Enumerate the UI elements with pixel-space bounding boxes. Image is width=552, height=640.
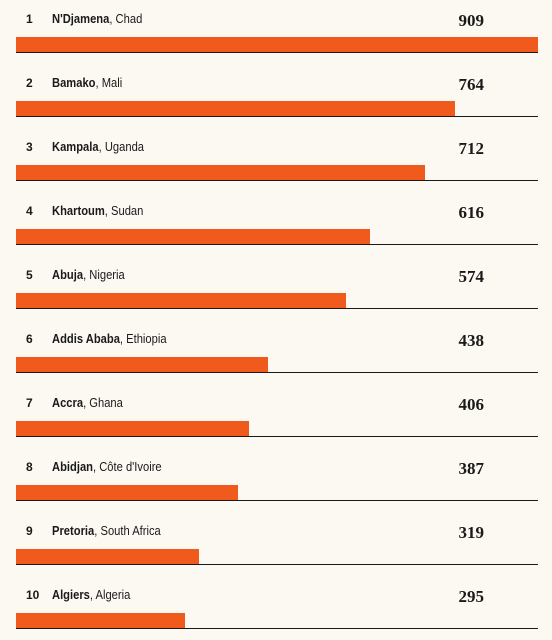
data-label: 387 (458, 459, 485, 478)
chart-row: 5 Abuja, Nigeria 574 (0, 256, 552, 320)
row-baseline (16, 500, 538, 501)
data-label: 764 (458, 75, 485, 94)
bar (16, 229, 370, 245)
bar (16, 485, 238, 501)
category-label: Khartoum, Sudan (52, 203, 144, 218)
category-label: Bamako, Mali (52, 75, 123, 90)
city-name: Khartoum (52, 203, 105, 218)
rank-label: 7 (26, 396, 33, 410)
country-name: South Africa (100, 523, 161, 538)
chart-row: 7 Accra, Ghana 406 (0, 384, 552, 448)
country-name: Uganda (104, 139, 145, 154)
category-label: Algiers, Algeria (52, 587, 131, 602)
city-name: Abuja (52, 267, 84, 282)
rank-label: 1 (26, 12, 33, 26)
rank-label: 3 (26, 140, 33, 154)
bar (16, 101, 455, 117)
country-name: Chad (115, 11, 143, 26)
category-label: Pretoria, South Africa (52, 523, 161, 538)
data-label: 438 (458, 331, 485, 350)
city-name: Accra (52, 395, 84, 410)
country-name: Sudan (111, 203, 144, 218)
bar (16, 613, 185, 629)
country-name: Ghana (89, 395, 123, 410)
rank-label: 6 (26, 332, 33, 346)
chart-row: 4 Khartoum, Sudan 616 (0, 192, 552, 256)
bar (16, 421, 249, 437)
bar (16, 357, 268, 373)
city-name: Bamako (52, 75, 96, 90)
data-label: 574 (458, 267, 485, 286)
country-name: Algeria (95, 587, 131, 602)
country-name: Nigeria (89, 267, 125, 282)
country-name: Mali (101, 75, 123, 90)
chart-row: 8 Abidjan, Côte d'Ivoire 387 (0, 448, 552, 512)
data-label: 295 (458, 587, 485, 606)
row-baseline (16, 372, 538, 373)
category-label: Abuja, Nigeria (52, 267, 125, 282)
chart-row: 2 Bamako, Mali 764 (0, 64, 552, 128)
data-label: 712 (458, 139, 485, 158)
chart-row: 6 Addis Ababa, Ethiopia 438 (0, 320, 552, 384)
row-baseline (16, 116, 538, 117)
rank-label: 8 (26, 460, 33, 474)
city-name: Algiers (52, 587, 90, 602)
city-name: Kampala (52, 139, 99, 154)
category-label: Kampala, Uganda (52, 139, 145, 154)
category-label: Accra, Ghana (52, 395, 123, 410)
rank-label: 9 (26, 524, 33, 538)
bar (16, 293, 346, 309)
rank-label: 4 (26, 204, 33, 218)
row-baseline (16, 244, 538, 245)
category-label: Addis Ababa, Ethiopia (52, 331, 167, 346)
category-label: N'Djamena, Chad (52, 11, 143, 26)
chart-row: 9 Pretoria, South Africa 319 (0, 512, 552, 576)
country-name: Ethiopia (126, 331, 167, 346)
row-baseline (16, 180, 538, 181)
row-baseline (16, 564, 538, 565)
city-name: N'Djamena (52, 11, 110, 26)
bar (16, 549, 199, 565)
row-baseline (16, 52, 538, 53)
city-name: Addis Ababa (52, 331, 120, 346)
bar (16, 165, 425, 181)
data-label: 909 (458, 11, 485, 30)
category-label: Abidjan, Côte d'Ivoire (52, 459, 162, 474)
rank-label: 2 (26, 76, 33, 90)
country-name: Côte d'Ivoire (99, 459, 162, 474)
city-name: Pretoria (52, 523, 95, 538)
chart-row: 3 Kampala, Uganda 712 (0, 128, 552, 192)
chart-row: 1 N'Djamena, Chad 909 (0, 0, 552, 64)
rank-label: 10 (26, 588, 40, 602)
city-name: Abidjan (52, 459, 93, 474)
row-baseline (16, 628, 538, 629)
chart-row: 10 Algiers, Algeria 295 (0, 576, 552, 640)
data-label: 616 (458, 203, 485, 222)
row-baseline (16, 436, 538, 437)
bar (16, 37, 538, 53)
data-label: 319 (458, 523, 485, 542)
rank-label: 5 (26, 268, 33, 282)
row-baseline (16, 308, 538, 309)
data-label: 406 (458, 395, 485, 414)
